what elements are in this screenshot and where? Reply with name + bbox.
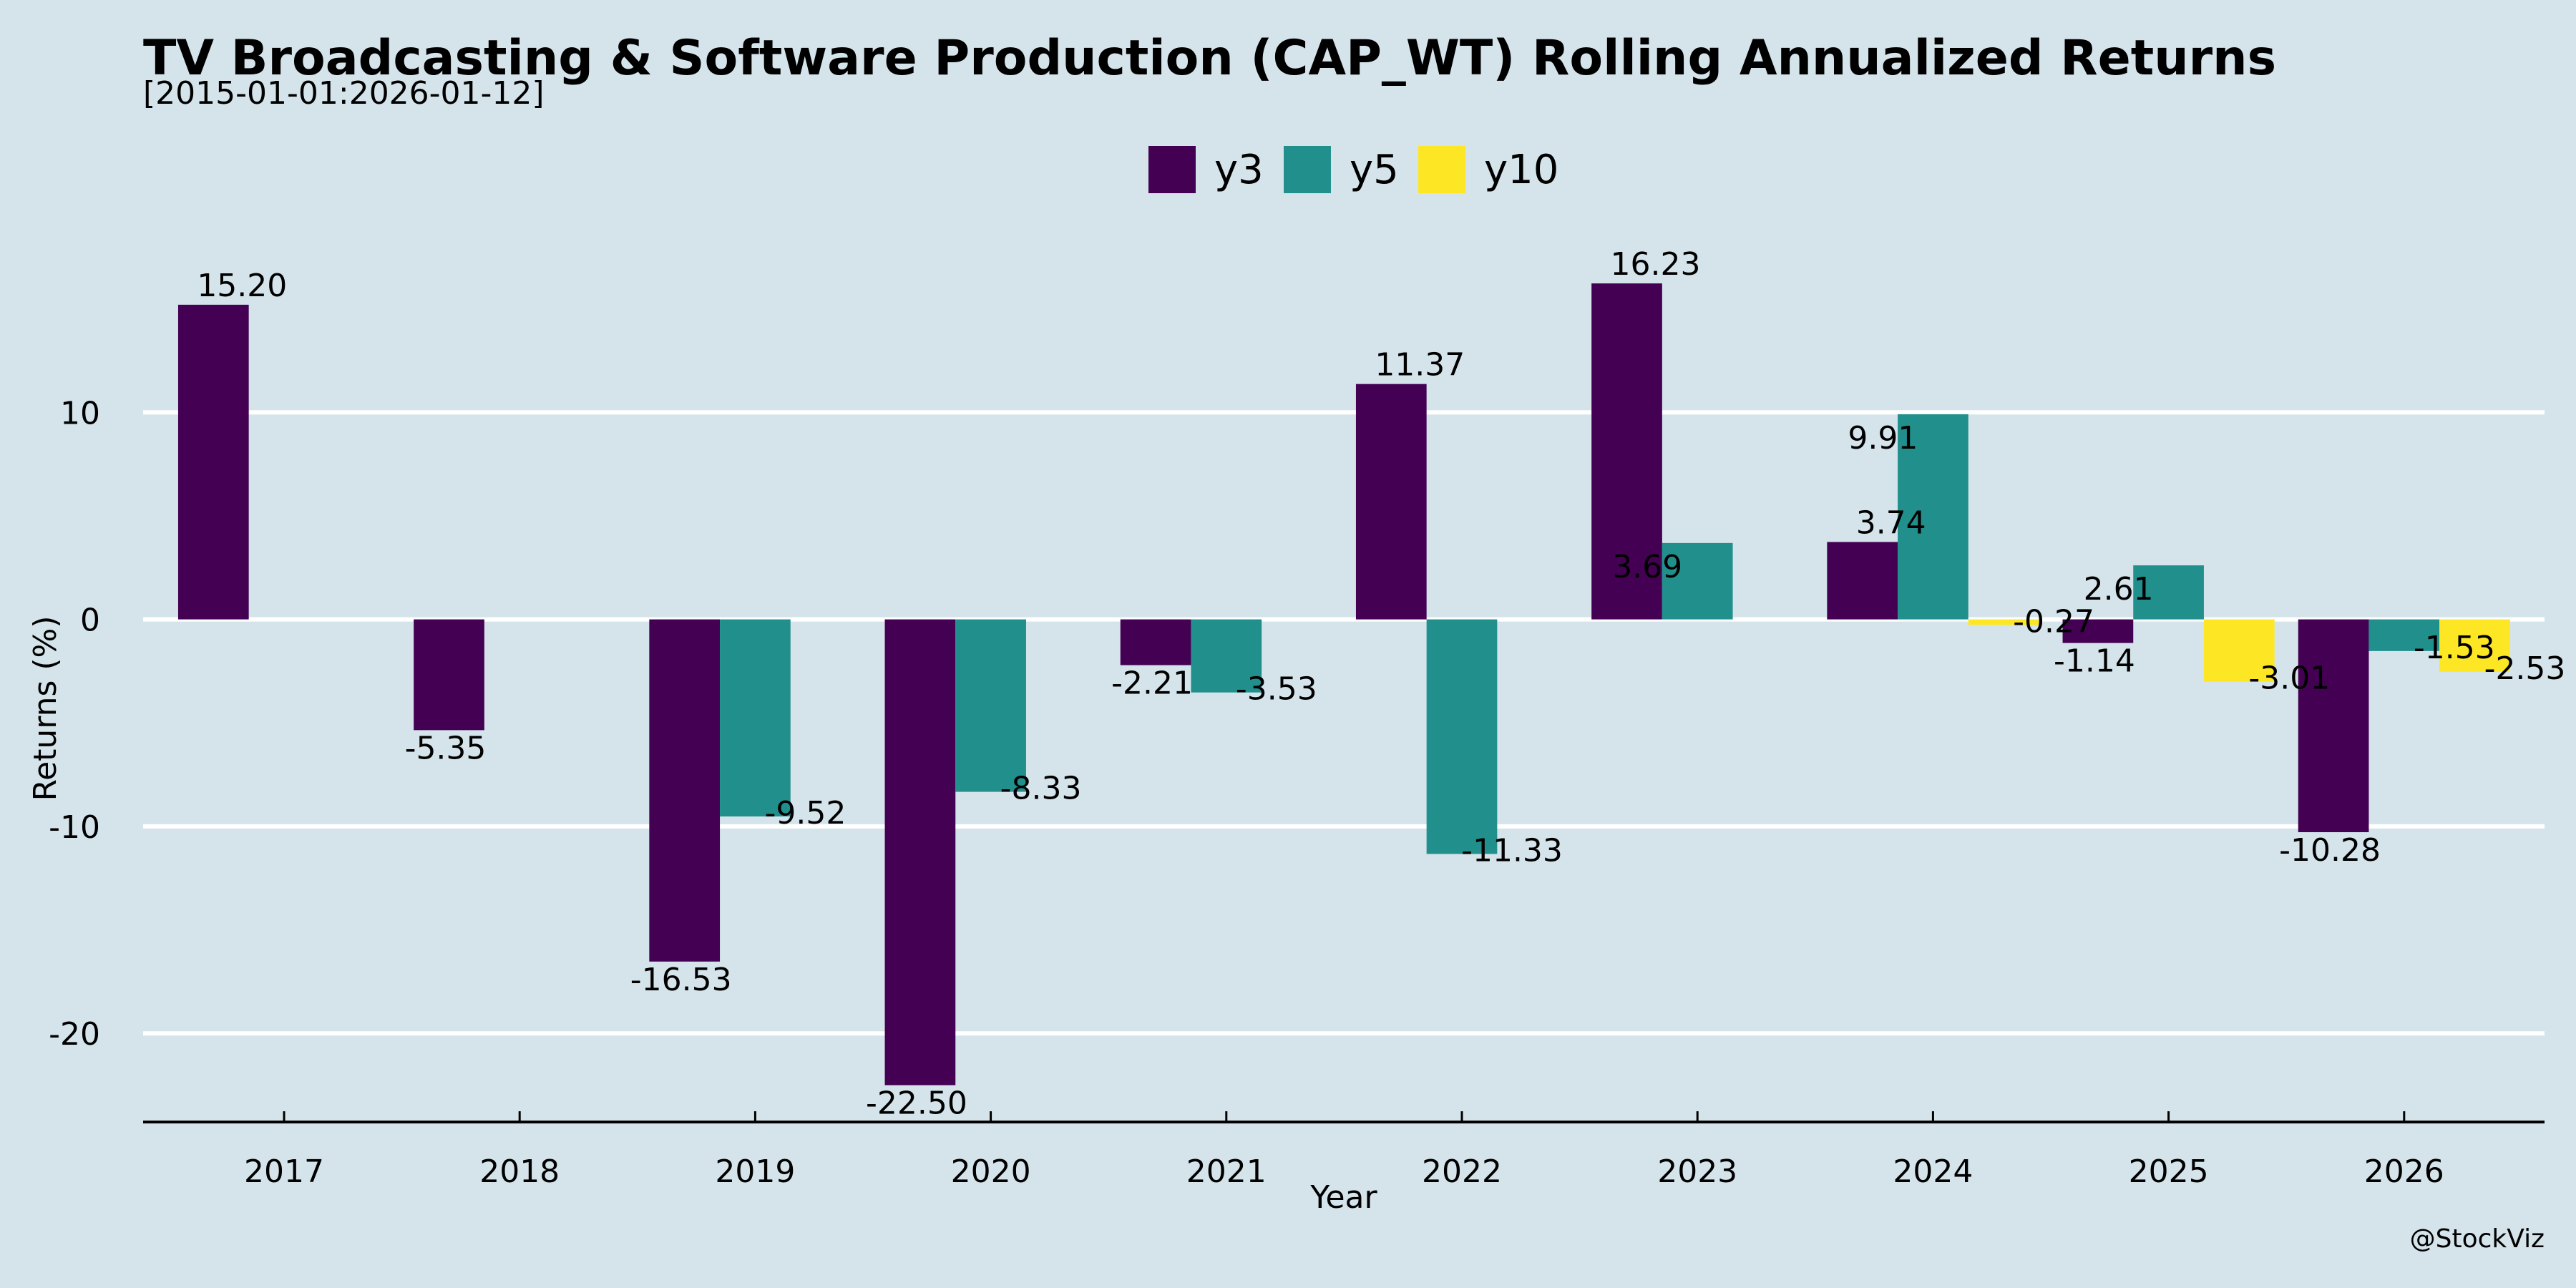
bars <box>177 283 2510 1085</box>
bar-y10-2024 <box>1968 619 2039 625</box>
data-label-y3-2020: -22.50 <box>866 1085 967 1122</box>
x-tick-label: 2019 <box>715 1153 795 1190</box>
bar-y10-2025 <box>2203 619 2275 682</box>
y-tick-label: 10 <box>60 395 100 431</box>
legend-swatch-y5 <box>1284 146 1331 193</box>
x-tick-label: 2024 <box>1893 1153 1973 1190</box>
legend-label-y5: y5 <box>1350 147 1399 193</box>
chart-subtitle: [2015-01-01:2026-01-12] <box>143 75 545 112</box>
y-axis-label: Returns (%) <box>27 615 64 801</box>
data-label-y5-2023: 3.69 <box>1612 549 1682 585</box>
bar-y10-2026 <box>2439 619 2510 672</box>
bar-y3-2025 <box>2062 619 2134 643</box>
legend-label-y3: y3 <box>1214 147 1264 193</box>
bar-y3-2026 <box>2298 619 2369 833</box>
data-label-y3-2017: 15.20 <box>197 268 287 304</box>
x-tick-label: 2017 <box>244 1153 324 1190</box>
legend-swatch-y10 <box>1418 146 1465 193</box>
bar-y3-2017 <box>177 304 249 620</box>
x-tick-label: 2020 <box>951 1153 1031 1190</box>
bar-y5-2025 <box>2133 565 2204 620</box>
grid-lines <box>143 410 2545 1036</box>
y-tick-label: 0 <box>80 602 100 639</box>
data-label-y10-2025: -3.01 <box>2248 660 2330 697</box>
data-label-y3-2018: -5.35 <box>405 730 487 766</box>
x-tick-label: 2022 <box>1422 1153 1502 1190</box>
bar-y3-2023 <box>1591 283 1662 620</box>
data-label-y5-2022: -11.33 <box>1461 832 1563 869</box>
bar-y5-2020 <box>955 619 1026 792</box>
x-tick-label: 2023 <box>1657 1153 1737 1190</box>
bar-y3-2019 <box>649 619 721 962</box>
bar-y5-2023 <box>1662 542 1733 620</box>
data-label-y3-2025: -1.14 <box>2054 643 2135 680</box>
data-label-y3-2026: -10.28 <box>2279 832 2381 869</box>
bar-y3-2020 <box>884 619 956 1085</box>
data-label-y5-2020: -8.33 <box>1000 771 1082 807</box>
bar-y3-2022 <box>1355 384 1427 620</box>
x-tick-label: 2025 <box>2129 1153 2209 1190</box>
bar-y3-2021 <box>1120 619 1191 665</box>
data-label-y3-2024: 3.74 <box>1856 504 1926 541</box>
data-label-y3-2021: -2.21 <box>1111 665 1193 702</box>
y-tick-label: -10 <box>49 809 100 846</box>
y-tick-label: -20 <box>49 1016 100 1053</box>
x-axis-label: Year <box>1309 1179 1377 1216</box>
data-label-y3-2022: 11.37 <box>1375 347 1465 384</box>
data-label-y3-2023: 16.23 <box>1611 246 1701 283</box>
legend: y3 y5 y10 <box>1148 146 1558 193</box>
bar-y3-2018 <box>414 619 484 731</box>
data-labels: 15.20 -5.35 -16.53 -22.50 -2.21 11.37 16.23 3.7… <box>197 246 2565 1121</box>
chart-title: TV Broadcasting & Software Production (C… <box>143 30 2276 87</box>
legend-swatch-y3 <box>1148 146 1196 193</box>
data-label-y5-2025: 2.61 <box>2084 571 2154 608</box>
watermark: @StockViz <box>2410 1224 2545 1254</box>
data-label-y5-2021: -3.53 <box>1236 671 1317 708</box>
legend-label-y10: y10 <box>1484 147 1558 193</box>
data-label-y5-2026: -1.53 <box>2414 630 2495 666</box>
bar-y3-2024 <box>1827 542 1898 620</box>
data-label-y5-2019: -9.52 <box>764 795 846 831</box>
x-ticks: 2017 2018 2019 2020 2021 2022 2023 2024 2025 2026 <box>244 1111 2444 1190</box>
x-tick-label: 2026 <box>2364 1153 2444 1190</box>
data-label-y10-2026: -2.53 <box>2484 650 2566 687</box>
bar-y5-2021 <box>1191 619 1262 693</box>
data-label-y5-2024: 9.91 <box>1848 420 1918 457</box>
bar-y5-2019 <box>720 619 791 817</box>
data-label-y10-2024: -0.27 <box>2013 603 2094 640</box>
bar-y5-2026 <box>2368 619 2440 651</box>
y-ticks: -20 -10 0 10 <box>49 395 100 1053</box>
bar-y5-2022 <box>1426 619 1498 854</box>
x-tick-label: 2021 <box>1186 1153 1267 1190</box>
x-tick-label: 2018 <box>479 1153 560 1190</box>
data-label-y3-2019: -16.53 <box>630 962 732 998</box>
bar-y5-2024 <box>1898 414 1968 620</box>
